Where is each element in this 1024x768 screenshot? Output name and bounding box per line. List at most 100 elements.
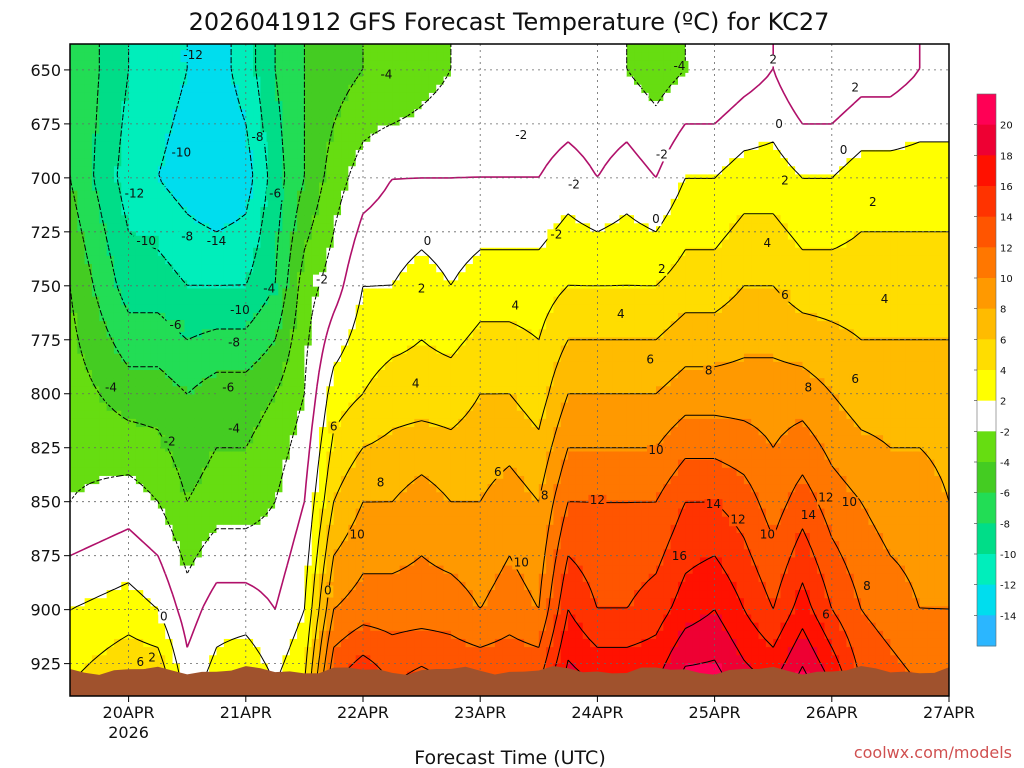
heatmap-cell	[384, 418, 393, 428]
heatmap-cell	[494, 394, 503, 404]
heatmap-cell	[348, 255, 357, 265]
heatmap-cell	[406, 500, 415, 510]
heatmap-cell	[480, 647, 489, 656]
heatmap-cell	[458, 622, 467, 632]
heatmap-cell	[297, 435, 305, 444]
heatmap-cell	[319, 370, 327, 379]
heatmap-cell	[99, 630, 108, 640]
heatmap-cell	[421, 223, 430, 233]
heatmap-cell	[194, 239, 203, 249]
heatmap-cell	[106, 370, 115, 379]
heatmap-cell	[165, 247, 174, 257]
heatmap-cell	[421, 264, 430, 273]
heatmap-cell	[509, 207, 518, 216]
heatmap-cell	[450, 565, 459, 575]
heatmap-cell	[135, 304, 144, 314]
heatmap-cell	[436, 663, 445, 673]
heatmap-cell	[238, 443, 247, 453]
heatmap-cell	[267, 44, 276, 53]
heatmap-cell	[282, 109, 291, 118]
heatmap-cell	[311, 345, 320, 355]
heatmap-cell	[143, 386, 152, 396]
heatmap-cell	[465, 239, 474, 249]
heatmap-cell	[450, 190, 459, 200]
heatmap-cell	[326, 475, 335, 485]
heatmap-cell	[84, 158, 93, 167]
heatmap-cell	[319, 484, 327, 493]
heatmap-cell	[216, 215, 225, 224]
heatmap-cell	[201, 427, 210, 436]
heatmap-cell	[282, 435, 291, 444]
heatmap-cell	[128, 101, 137, 110]
heatmap-cell	[201, 60, 210, 70]
heatmap-cell	[172, 630, 181, 640]
heatmap-cell	[157, 149, 166, 159]
heatmap-cell	[128, 500, 137, 510]
heatmap-cell	[333, 573, 342, 583]
heatmap-cell	[143, 484, 152, 493]
heatmap-cell	[384, 516, 393, 526]
heatmap-cell	[231, 459, 240, 469]
heatmap-cell	[348, 353, 357, 363]
heatmap-cell	[267, 598, 276, 607]
heatmap-cell	[319, 549, 327, 559]
heatmap-cell	[238, 68, 247, 78]
heatmap-cell	[465, 231, 474, 241]
heatmap-cell	[487, 84, 496, 94]
heatmap-cell	[91, 508, 100, 518]
heatmap-cell	[172, 394, 181, 404]
heatmap-cell	[84, 386, 93, 396]
heatmap-cell	[494, 174, 503, 184]
heatmap-cell	[275, 174, 284, 184]
heatmap-cell	[179, 264, 188, 273]
heatmap-cell	[275, 402, 284, 412]
heatmap-cell	[341, 655, 349, 664]
heatmap-cell	[267, 239, 276, 249]
heatmap-cell	[187, 581, 196, 591]
heatmap-cell	[341, 394, 349, 404]
heatmap-cell	[304, 508, 313, 518]
heatmap-cell	[311, 549, 320, 559]
heatmap-cell	[472, 655, 481, 664]
heatmap-cell	[502, 402, 511, 412]
heatmap-cell	[436, 158, 445, 167]
heatmap-cell	[282, 590, 291, 599]
heatmap-cell	[465, 402, 474, 412]
heatmap-cell	[99, 296, 108, 306]
heatmap-cell	[377, 402, 386, 412]
heatmap-cell	[319, 353, 327, 363]
heatmap-cell	[187, 475, 196, 485]
heatmap-cell	[209, 207, 218, 216]
heatmap-cell	[363, 581, 371, 591]
heatmap-cell	[194, 68, 203, 78]
heatmap-cell	[494, 133, 503, 143]
heatmap-cell	[458, 484, 467, 493]
heatmap-cell	[355, 239, 364, 249]
heatmap-cell	[201, 84, 210, 94]
heatmap-cell	[253, 630, 262, 640]
heatmap-cell	[209, 321, 218, 330]
heatmap-cell	[487, 402, 496, 412]
heatmap-cell	[428, 516, 437, 526]
heatmap-cell	[91, 638, 100, 648]
heatmap-cell	[421, 215, 430, 224]
heatmap-cell	[260, 92, 269, 102]
heatmap-cell	[201, 345, 210, 355]
heatmap-cell	[384, 492, 393, 501]
heatmap-cell	[414, 52, 423, 61]
heatmap-cell	[275, 638, 284, 648]
heatmap-cell	[494, 182, 503, 192]
heatmap-cell	[179, 500, 188, 510]
heatmap-cell	[524, 149, 533, 159]
heatmap-cell	[135, 630, 144, 640]
heatmap-cell	[304, 378, 313, 387]
heatmap-cell	[509, 174, 518, 184]
heatmap-cell	[436, 76, 445, 86]
heatmap-cell	[304, 345, 313, 355]
heatmap-cell	[319, 125, 327, 135]
heatmap-cell	[494, 484, 503, 493]
heatmap-cell	[289, 435, 298, 444]
heatmap-cell	[465, 125, 474, 135]
heatmap-cell	[436, 141, 445, 151]
heatmap-cell	[282, 239, 291, 249]
